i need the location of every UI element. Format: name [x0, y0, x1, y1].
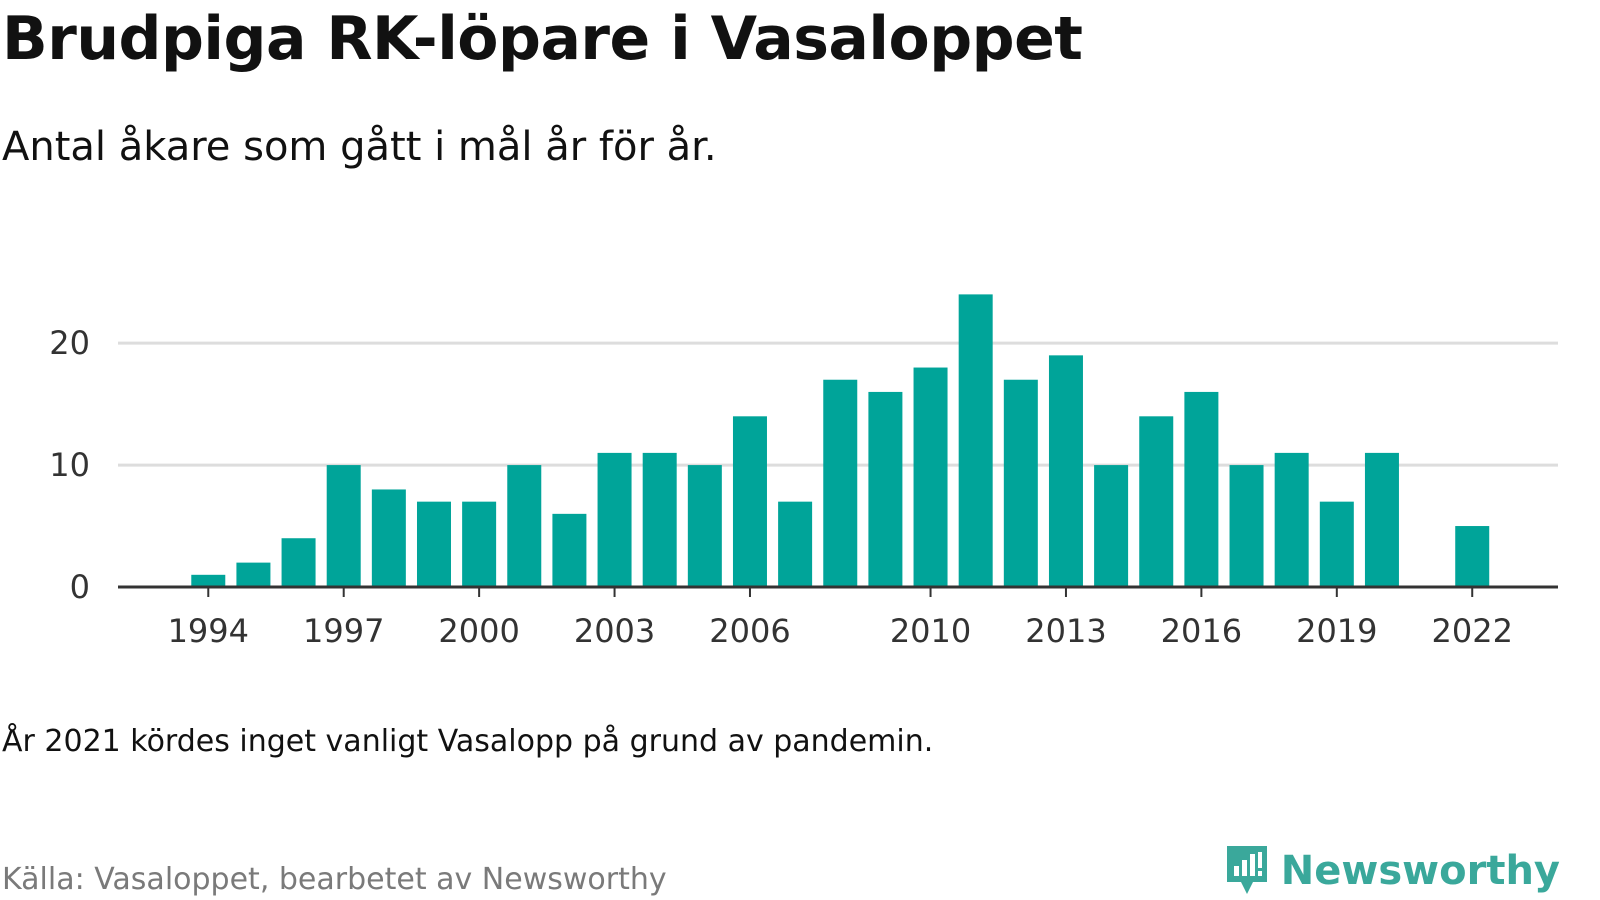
x-tick-label: 2003 [574, 612, 655, 650]
bar-2018 [1274, 452, 1309, 587]
newsworthy-logo-icon [1226, 846, 1267, 894]
chart-subtitle: Antal åkare som gått i mål år för år. [2, 124, 717, 170]
brand-logo[interactable]: Newsworthy [1223, 842, 1560, 900]
y-tick-label: 10 [49, 446, 90, 484]
chart-title: Brudpiga RK-löpare i Vasaloppet [2, 4, 1083, 74]
bar-2016 [1184, 391, 1219, 587]
bar-2013 [1048, 355, 1083, 587]
bar-2008 [823, 379, 858, 587]
bar-2010 [913, 367, 948, 587]
bar-chart: 0 10 20 1994 1997 2000 2003 2006 2010 2013 2016 20… [49, 294, 1558, 650]
y-tick-label: 20 [49, 324, 90, 362]
bar-2003 [597, 452, 632, 587]
bar-2014 [1094, 465, 1129, 587]
bar-2002 [552, 513, 587, 587]
bar-2005 [687, 465, 722, 587]
x-tick-label: 2019 [1296, 612, 1377, 650]
bar-1996 [281, 538, 316, 587]
bar-2006 [732, 416, 767, 587]
bar-2011 [958, 294, 993, 587]
bar-2001 [507, 465, 542, 587]
x-tick-label: 2000 [438, 612, 519, 650]
x-axis [118, 585, 1558, 597]
x-axis-labels: 1994 1997 2000 2003 2006 2010 2013 2016 2019 2022 [168, 612, 1513, 650]
source-credit: Källa: Vasaloppet, bearbetet av Newswort… [2, 862, 667, 897]
brand-name: Newsworthy [1280, 848, 1560, 894]
bar-1994 [191, 574, 226, 587]
x-tick-label: 2016 [1161, 612, 1242, 650]
bar-1999 [416, 501, 451, 587]
bar-2020 [1364, 452, 1399, 587]
bar-1995 [236, 562, 271, 587]
bar-2022 [1455, 526, 1490, 587]
y-tick-label: 0 [70, 568, 90, 606]
bar-2012 [1003, 379, 1038, 587]
bar-2007 [778, 501, 813, 587]
bar-1998 [371, 489, 406, 587]
x-tick-label: 1994 [168, 612, 249, 650]
bar-1997 [326, 465, 361, 587]
bar-2019 [1319, 501, 1354, 587]
footnote: År 2021 kördes inget vanligt Vasalopp på… [2, 724, 934, 759]
x-tick-label: 2022 [1432, 612, 1513, 650]
bar-2017 [1229, 465, 1264, 587]
x-tick-label: 2010 [890, 612, 971, 650]
bars [191, 294, 1490, 587]
x-tick-label: 2006 [709, 612, 790, 650]
y-axis-labels: 0 10 20 [49, 324, 90, 606]
x-tick-label: 2013 [1025, 612, 1106, 650]
bar-2015 [1139, 416, 1174, 587]
bar-2000 [462, 501, 497, 587]
bar-2009 [868, 391, 903, 587]
x-tick-label: 1997 [303, 612, 384, 650]
bar-2004 [642, 452, 677, 587]
